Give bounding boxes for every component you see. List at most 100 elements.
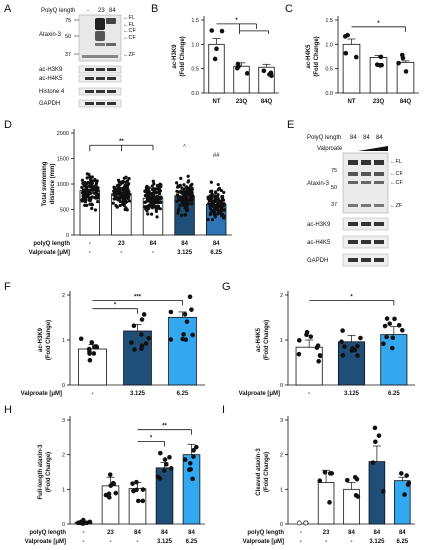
chart-h-point xyxy=(107,472,113,477)
blot-e-strip-band xyxy=(348,258,358,262)
chart-d-point xyxy=(220,202,224,206)
blot-e-label-ataxin3: Ataxin-3 xyxy=(307,181,330,187)
chart-i-row2-value: 3.125 xyxy=(369,539,385,545)
chart-b-ylabel: (Fold Change) xyxy=(180,36,186,76)
chart-d-point xyxy=(174,181,179,185)
chart-d-point xyxy=(143,200,147,204)
chart-f-ylabel: (Fold Change) xyxy=(46,320,52,360)
chart-b-point xyxy=(236,63,241,69)
chart-h-point xyxy=(163,462,169,467)
chart-i-point xyxy=(355,494,361,499)
chart-d-point xyxy=(127,192,131,197)
chart-g-ylabel: ac-H4K5 xyxy=(256,327,262,352)
chart-h-point xyxy=(107,495,112,500)
chart-g-xlabel: Valproate [μM] xyxy=(239,391,280,397)
blot-e-band-cf2 xyxy=(374,181,384,184)
chart-f-point xyxy=(139,346,144,352)
blot-e-strip-band xyxy=(361,222,371,226)
panel-letter-b: B xyxy=(151,3,158,15)
chart-d-point xyxy=(96,193,100,197)
chart-d-point xyxy=(215,195,219,199)
chart-d-point xyxy=(80,185,84,189)
chart-h-ylabel: Full-length ataxin-3 xyxy=(38,444,44,500)
chart-b-point xyxy=(268,70,274,76)
chart-d-point xyxy=(123,189,127,193)
chart-h-point xyxy=(161,468,167,473)
chart-b-bar xyxy=(233,65,250,94)
chart-i-row2-value: - xyxy=(351,539,353,545)
chart-i-ytick-label: 1 xyxy=(280,487,283,493)
chart-d: 0 500 1000 1500 2000 Total swimming distance (… xyxy=(29,129,232,256)
chart-d-point xyxy=(147,196,152,200)
blot-e-strip-band xyxy=(374,222,384,226)
chart-d-point xyxy=(219,205,223,209)
blot-e-band-cf xyxy=(361,172,371,176)
chart-h-point xyxy=(182,457,188,462)
chart-b-ylabel: ac-H3K9 xyxy=(172,44,178,69)
chart-d-point xyxy=(177,190,181,194)
blot-e-arrow: ←FL xyxy=(390,159,402,165)
panel-letter-d: D xyxy=(4,119,12,131)
blot-e-band-cf2 xyxy=(348,181,358,184)
chart-g-point xyxy=(339,339,344,345)
chart-d-point xyxy=(156,187,160,191)
chart-d-point xyxy=(154,209,158,213)
chart-i-ytick-label: 2 xyxy=(280,453,283,459)
chart-h-point xyxy=(87,519,93,525)
chart-d-point xyxy=(220,212,224,216)
chart-b-point xyxy=(261,68,267,74)
chart-h-row2-label: Valproate [μM] xyxy=(25,539,66,545)
chart-h-point xyxy=(113,490,119,496)
chart-d-point xyxy=(186,174,190,178)
chart-d-point xyxy=(83,182,87,186)
chart-d-point xyxy=(190,202,194,206)
chart-h-row1-value: - xyxy=(83,530,85,536)
chart-h-point xyxy=(103,492,109,498)
chart-h-point xyxy=(158,450,163,456)
chart-h-row2-value: - xyxy=(83,539,85,545)
blot-e-lane-label: 84 xyxy=(376,135,383,141)
chart-d-point xyxy=(179,176,183,180)
chart-h-point xyxy=(131,488,136,494)
chart-d-point xyxy=(85,176,89,180)
chart-d-row2-value: 6.25 xyxy=(210,250,222,256)
chart-i-point xyxy=(317,478,323,483)
chart-b-ytick-label: 0.0 xyxy=(191,91,199,97)
chart-i-point xyxy=(327,500,332,505)
chart-i-point xyxy=(329,471,335,476)
chart-d-point xyxy=(184,191,189,196)
chart-d-ylabel: Total swimming xyxy=(42,161,48,206)
chart-d-point xyxy=(115,205,119,209)
chart-f-point xyxy=(189,307,194,312)
chart-i-point xyxy=(376,433,382,438)
chart-b-point xyxy=(212,56,218,62)
chart-g-xtick-label: 6.25 xyxy=(388,391,400,397)
blot-a-lane-label: 84 xyxy=(109,8,116,14)
blot-e-strip-band xyxy=(374,258,384,262)
blot-e-marker: 37 xyxy=(331,202,337,208)
chart-f-ytick-label: 1 xyxy=(62,338,65,344)
blot-a-strip-band xyxy=(107,68,116,71)
chart-d-ytick-label: 1500 xyxy=(57,157,69,163)
chart-i-point xyxy=(352,474,358,480)
chart-c: 0.0 0.5 1.0 1.5 ac-H4K5 (Fold Change) NT 23Q 84Q… xyxy=(306,16,419,105)
chart-c-point xyxy=(403,69,409,74)
blot-a-strip-band xyxy=(85,68,94,71)
chart-h-point xyxy=(134,479,139,485)
chart-i-bar xyxy=(394,480,411,525)
chart-f-point xyxy=(78,336,84,342)
chart-d-point xyxy=(214,190,218,194)
blot-e-arrow: ←CF xyxy=(390,171,403,177)
chart-d-row2-label: Valproate [μM] xyxy=(29,250,70,256)
chart-g-ylabel: (Fold Change) xyxy=(264,320,270,360)
chart-d-point xyxy=(186,180,190,184)
chart-h-row1-value: 84 xyxy=(134,530,141,536)
chart-c-point xyxy=(400,55,406,61)
chart-f-ytick-label: 0 xyxy=(62,383,65,389)
blot-a-marker: 75 xyxy=(65,18,71,24)
chart-g-point xyxy=(340,328,345,333)
blot-a-arrow: ←FL xyxy=(123,15,135,21)
blot-a-lane-label: 23 xyxy=(98,8,105,14)
chart-b-point xyxy=(209,28,215,33)
blot-e-lane-label: 84 xyxy=(363,135,370,141)
